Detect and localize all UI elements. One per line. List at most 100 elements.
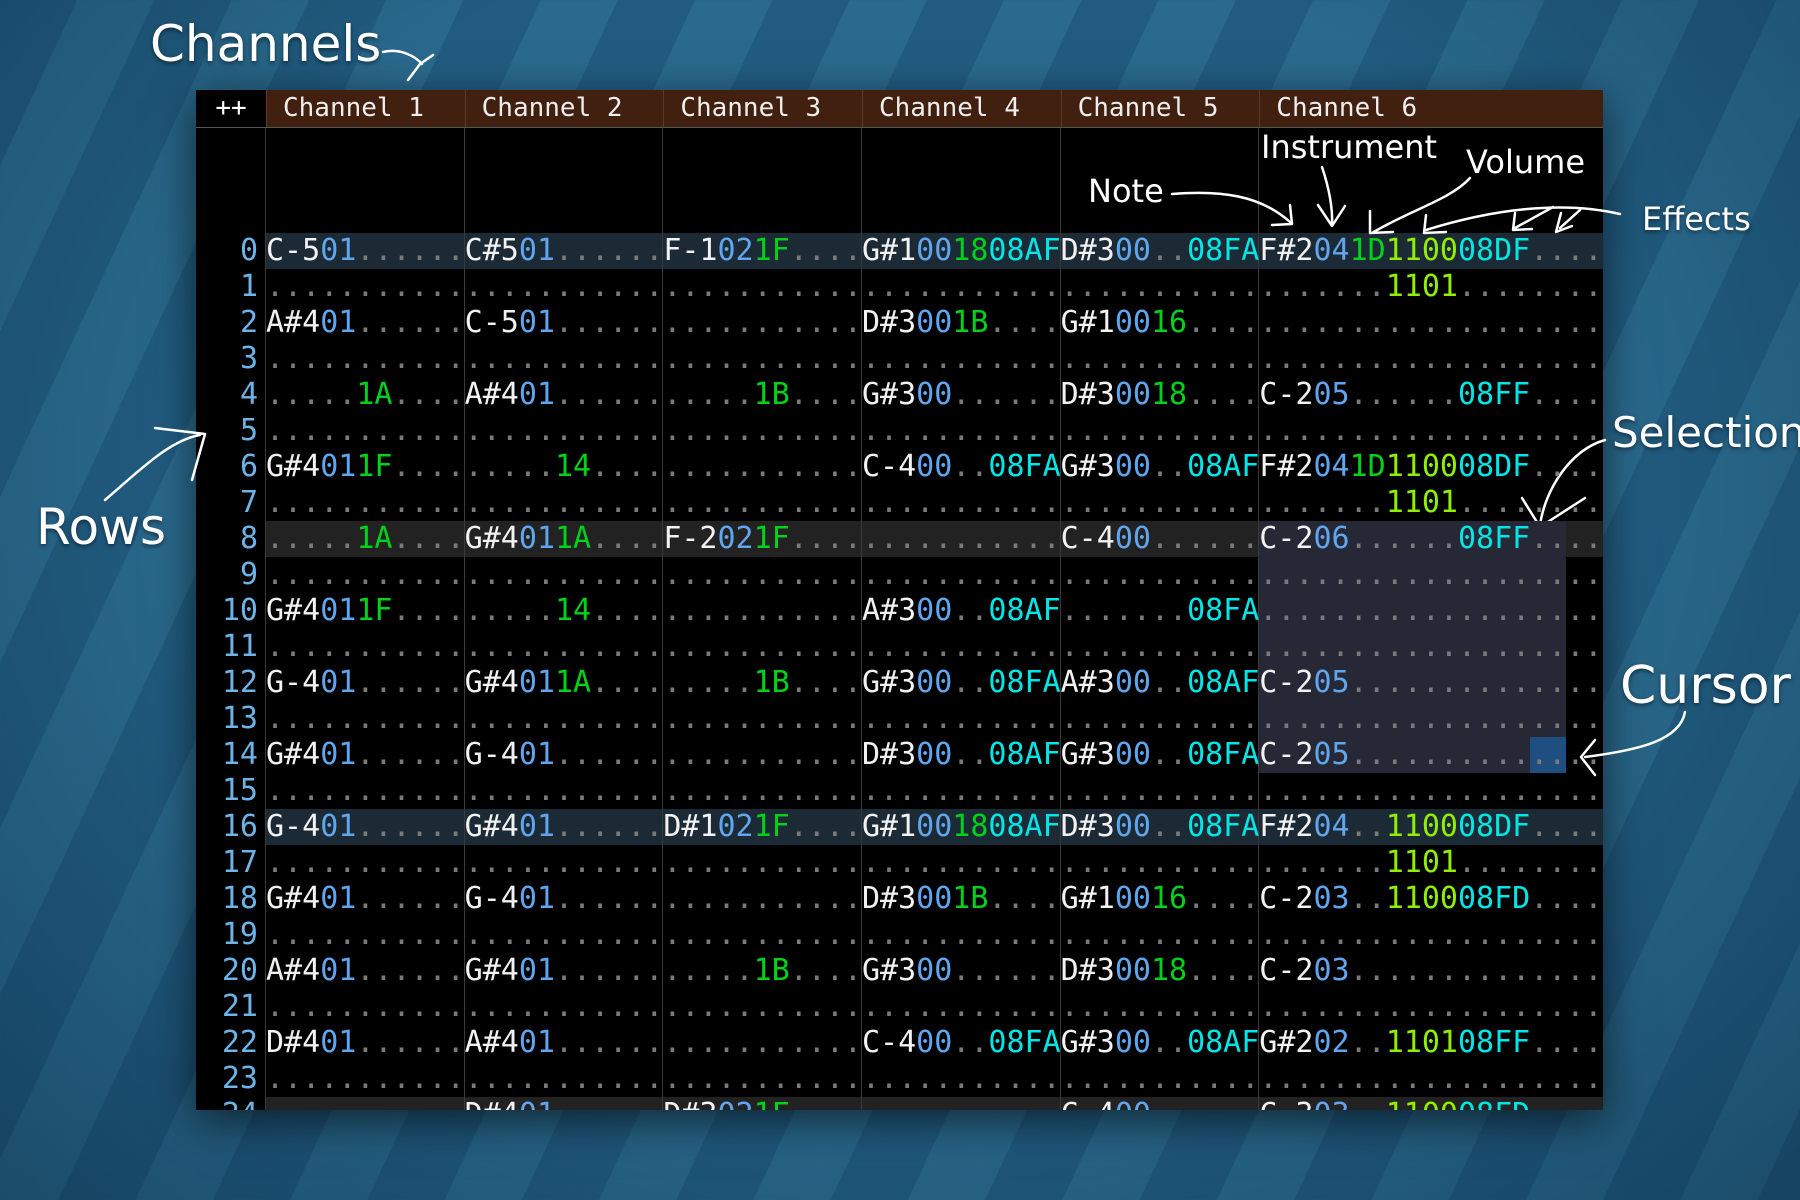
pattern-cell[interactable]: ...........: [862, 701, 1061, 737]
pattern-row[interactable]: 2 A#401...... C-501................. D#3001…: [196, 305, 1603, 341]
pattern-row[interactable]: 4 .....1A.... A#401...... .....1B.... G#300.…: [196, 377, 1603, 413]
pattern-cell[interactable]: G#300..08FA: [862, 665, 1061, 701]
pattern-cell[interactable]: D#300..08AF: [862, 737, 1061, 773]
pattern-cell[interactable]: G#401......: [465, 953, 664, 989]
pattern-cell[interactable]: .....1B....: [663, 377, 862, 413]
pattern-cell[interactable]: G#1001808AF: [862, 233, 1061, 269]
pattern-row[interactable]: 10 G#4011F.... .....14............... A#300…: [196, 593, 1603, 629]
pattern-cell[interactable]: .....1A....: [266, 377, 465, 413]
pattern-cell[interactable]: ...................: [1259, 989, 1602, 1025]
pattern-cell[interactable]: ...........: [465, 413, 664, 449]
pattern-row[interactable]: 20 A#401...... G#401...... .....1B.... G#300…: [196, 953, 1603, 989]
pattern-cell[interactable]: D#3021F....: [663, 1097, 862, 1110]
pattern-cell[interactable]: ...........: [1061, 557, 1260, 593]
pattern-cell[interactable]: ...........: [663, 701, 862, 737]
pattern-cell[interactable]: ...........: [1061, 341, 1260, 377]
pattern-cell[interactable]: ...........: [465, 485, 664, 521]
pattern-cell[interactable]: ...........: [862, 413, 1061, 449]
pattern-cell[interactable]: ...........: [1061, 845, 1260, 881]
pattern-cell[interactable]: G#1001808AF: [862, 809, 1061, 845]
pattern-cell[interactable]: F#2041D110008DF....: [1259, 233, 1602, 269]
pattern-cell[interactable]: ...........: [663, 485, 862, 521]
pattern-row[interactable]: 0 C-501...... C#501...... F-1021F.... G#1001…: [196, 233, 1603, 269]
pattern-cell[interactable]: C-501......: [465, 305, 664, 341]
pattern-cell[interactable]: ...........: [1061, 629, 1260, 665]
pattern-cell[interactable]: ...........: [663, 449, 862, 485]
pattern-cell[interactable]: G#4011F....: [266, 449, 465, 485]
pattern-cell[interactable]: ...........: [663, 989, 862, 1025]
pattern-cell[interactable]: ...........: [862, 521, 1061, 557]
channel-header-6[interactable]: Channel 6: [1259, 90, 1602, 127]
pattern-cell[interactable]: ...........: [862, 269, 1061, 305]
pattern-cell[interactable]: ...........: [1061, 701, 1260, 737]
pattern-cell[interactable]: D#401......: [266, 1025, 465, 1061]
pattern-cell[interactable]: ...........: [663, 845, 862, 881]
pattern-cell[interactable]: ...........: [663, 557, 862, 593]
pattern-cell[interactable]: G-401......: [465, 881, 664, 917]
pattern-cell[interactable]: F#2041D110008DF....: [1259, 449, 1602, 485]
pattern-cell[interactable]: ...................: [1259, 413, 1602, 449]
pattern-cell[interactable]: C-203..110008FD....: [1259, 881, 1602, 917]
pattern-cell[interactable]: ...........: [862, 1097, 1061, 1110]
pattern-cell[interactable]: C-400..08FA: [862, 1025, 1061, 1061]
pattern-cell[interactable]: ...................: [1259, 701, 1602, 737]
pattern-cell[interactable]: D#300..08FA: [1061, 809, 1260, 845]
pattern-cell[interactable]: G#300......: [862, 377, 1061, 413]
pattern-cell[interactable]: ...........: [1061, 485, 1260, 521]
pattern-cell[interactable]: ...........: [862, 989, 1061, 1025]
pattern-row[interactable]: 22 D#401...... A#401................. C-400…: [196, 1025, 1603, 1061]
pattern-cell[interactable]: G#401......: [266, 881, 465, 917]
pattern-row[interactable]: 8 .....1A.... G#4011A.... F-2021F..........…: [196, 521, 1603, 557]
pattern-row[interactable]: 6 G#4011F.... .....14............... C-400.…: [196, 449, 1603, 485]
pattern-cell[interactable]: A#300..08AF: [862, 593, 1061, 629]
pattern-cell[interactable]: D#300..08FA: [1061, 233, 1260, 269]
pattern-cell[interactable]: ...........: [266, 773, 465, 809]
pattern-cell[interactable]: ...........: [663, 917, 862, 953]
pattern-cell[interactable]: ...........: [266, 557, 465, 593]
pattern-cell[interactable]: D#3001B....: [862, 305, 1061, 341]
pattern-cell[interactable]: ...........: [465, 269, 664, 305]
pattern-cell[interactable]: ...........: [862, 557, 1061, 593]
pattern-cell[interactable]: .....14....: [465, 593, 664, 629]
pattern-cell[interactable]: C-400......: [1061, 1097, 1260, 1110]
pattern-row[interactable]: 18 G#401...... G-401................. D#300…: [196, 881, 1603, 917]
pattern-row[interactable]: 19......................................…: [196, 917, 1603, 953]
pattern-cell[interactable]: G-401......: [266, 665, 465, 701]
pattern-cell[interactable]: ...........: [862, 773, 1061, 809]
pattern-cell[interactable]: ...........: [663, 881, 862, 917]
pattern-row[interactable]: 1.......................................…: [196, 269, 1603, 305]
pattern-cell[interactable]: D#401......: [465, 1097, 664, 1110]
expand-all-button[interactable]: ++: [196, 90, 266, 127]
pattern-cell[interactable]: C-400......: [1061, 521, 1260, 557]
pattern-cell[interactable]: G#300......: [862, 953, 1061, 989]
pattern-cell[interactable]: .....1A....: [266, 521, 465, 557]
pattern-cell[interactable]: G#4011A....: [465, 521, 664, 557]
pattern-cell[interactable]: ...........: [663, 341, 862, 377]
pattern-cell[interactable]: ...........: [266, 917, 465, 953]
pattern-cell[interactable]: ...........: [266, 845, 465, 881]
pattern-cell[interactable]: ...........: [266, 413, 465, 449]
pattern-cell[interactable]: A#401......: [465, 1025, 664, 1061]
pattern-cell[interactable]: ...........: [862, 485, 1061, 521]
pattern-row[interactable]: 11......................................…: [196, 629, 1603, 665]
pattern-cell[interactable]: .......08FA: [1061, 593, 1260, 629]
pattern-cell[interactable]: A#401......: [266, 953, 465, 989]
pattern-cell[interactable]: ...........: [465, 989, 664, 1025]
pattern-cell[interactable]: .....1B....: [663, 665, 862, 701]
pattern-cell[interactable]: ...........: [465, 557, 664, 593]
pattern-cell[interactable]: ...................: [1259, 557, 1602, 593]
pattern-cell[interactable]: G-401......: [465, 737, 664, 773]
pattern-cell[interactable]: .......1101........: [1259, 269, 1602, 305]
pattern-cell[interactable]: ...........: [663, 773, 862, 809]
pattern-cell[interactable]: A#401......: [266, 305, 465, 341]
channel-header-4[interactable]: Channel 4: [861, 90, 1061, 127]
cursor[interactable]: [1530, 737, 1567, 773]
pattern-row[interactable]: 7.......................................…: [196, 485, 1603, 521]
pattern-row[interactable]: 9.......................................…: [196, 557, 1603, 593]
pattern-cell[interactable]: ...........: [663, 1061, 862, 1097]
pattern-cell[interactable]: C-203..............: [1259, 953, 1602, 989]
pattern-cell[interactable]: ...........: [266, 629, 465, 665]
pattern-cell[interactable]: ...........: [465, 773, 664, 809]
pattern-cell[interactable]: ...........: [663, 305, 862, 341]
pattern-cell[interactable]: .......1101........: [1259, 845, 1602, 881]
